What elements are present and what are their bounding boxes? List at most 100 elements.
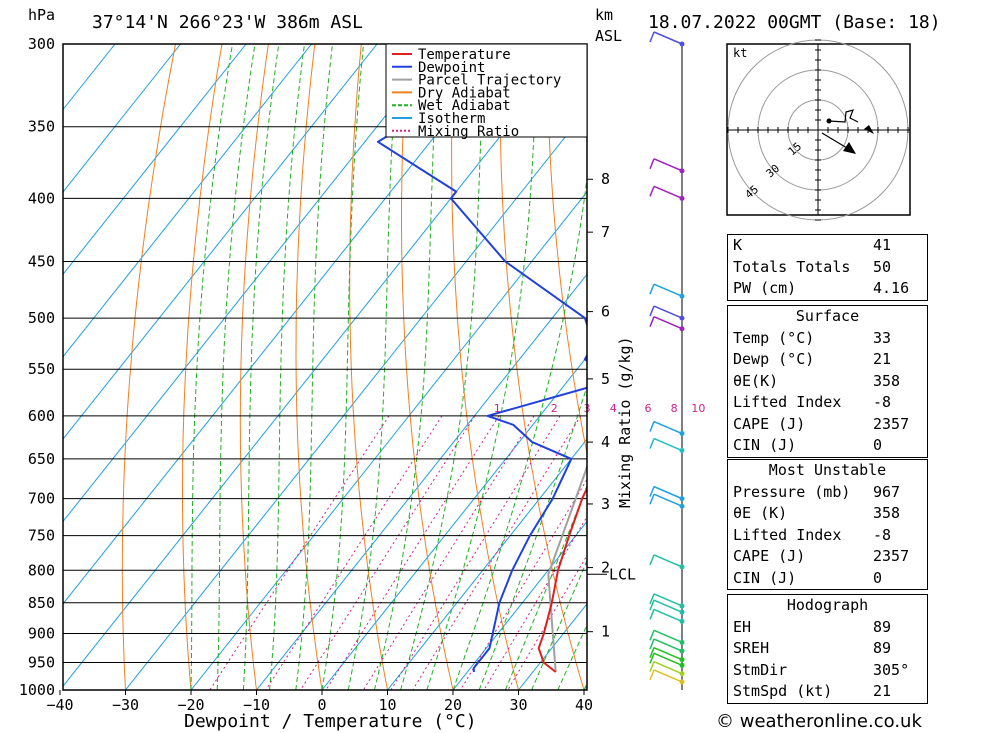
temperature-line bbox=[537, 485, 587, 673]
mixing-ratio-line bbox=[507, 554, 587, 690]
isotherm-line bbox=[125, 108, 587, 690]
pressure-tick-label: 800 bbox=[28, 561, 55, 579]
pressure-tick-label: 900 bbox=[28, 624, 55, 642]
wind-barb-flag bbox=[649, 493, 655, 505]
wind-barb-staff bbox=[653, 638, 683, 652]
dry-adiabat-line bbox=[594, 44, 716, 690]
wet-adiabat-line bbox=[452, 174, 587, 690]
surface-row: Lifted Index -8 bbox=[733, 393, 892, 411]
isotherm-line bbox=[63, 44, 116, 111]
most-unstable-title: Most Unstable bbox=[768, 461, 887, 479]
sounding-profiles bbox=[376, 44, 587, 673]
wind-barb-dot bbox=[679, 168, 685, 174]
surface-row: Dewp (°C) 21 bbox=[733, 350, 892, 368]
isotherm-line bbox=[256, 273, 587, 690]
legend-label: Dewpoint bbox=[418, 60, 485, 76]
hodograph-start-dot bbox=[826, 118, 832, 124]
isotherm-line bbox=[63, 44, 312, 358]
wet-adiabat-line bbox=[295, 44, 333, 690]
hodograph-params-row: EH 89 bbox=[733, 617, 892, 636]
mixing-ratio-line bbox=[362, 415, 535, 690]
wind-barb-dot bbox=[679, 679, 685, 685]
hodograph-params-row: SREH 89 bbox=[733, 639, 892, 657]
wet-adiabat-line bbox=[190, 44, 233, 690]
stability-indices-table: K 41 Totals Totals 50 PW (cm) 4.16 bbox=[727, 234, 928, 301]
legend-label: Temperature bbox=[418, 47, 511, 63]
wind-barb-flag bbox=[649, 599, 655, 611]
wind-barb-flag bbox=[649, 438, 655, 449]
wind-barb-flag bbox=[649, 421, 655, 432]
isotherm-line bbox=[63, 44, 181, 193]
pressure-tick-label: 850 bbox=[28, 594, 55, 612]
isotherm-line bbox=[452, 520, 587, 690]
most-unstable-table: Most Unstable Pressure (mb) 967 θE (K) 358… bbox=[727, 459, 928, 590]
hodograph: kt 15 30 45 bbox=[726, 39, 911, 221]
x-tick-label: −30 bbox=[112, 696, 139, 714]
surface-row: CIN (J) 0 bbox=[733, 436, 883, 454]
dry-adiabat-line bbox=[121, 44, 176, 690]
wind-barb-dot bbox=[679, 648, 685, 654]
mixing-ratio-label: 6 bbox=[644, 402, 651, 415]
mixing-ratio-line bbox=[325, 415, 500, 690]
mixing-ratio-label: 2 bbox=[551, 402, 558, 415]
plot-frame bbox=[62, 43, 588, 691]
wind-barb-dot bbox=[679, 609, 685, 615]
wind-barb-dot bbox=[679, 431, 685, 437]
height-axis-ticks: 8 7 6 5 4 3 2 1 LCL bbox=[587, 170, 636, 641]
isotherm-line bbox=[63, 44, 574, 688]
pressure-tick-label: 700 bbox=[28, 490, 55, 508]
hodograph-unit: kt bbox=[733, 46, 747, 60]
height-tick-label: 2 bbox=[601, 559, 610, 577]
isotherm-line bbox=[63, 44, 378, 440]
location-title: 37°14'N 266°23'W 386m ASL bbox=[92, 12, 363, 33]
isotherm-line bbox=[321, 355, 587, 690]
height-tick-label: 1 bbox=[601, 623, 610, 641]
surface-row: CAPE (J) 2357 bbox=[733, 414, 910, 433]
surface-row: θE(K) 358 bbox=[733, 371, 901, 390]
pressure-lines bbox=[63, 43, 587, 691]
x-tick-label: 20 bbox=[444, 696, 462, 714]
height-tick-label: 5 bbox=[601, 370, 610, 388]
wind-barb-staff bbox=[653, 185, 683, 200]
wind-barb-staff bbox=[653, 437, 683, 452]
pressure-tick-label: 650 bbox=[28, 450, 55, 468]
wind-barb-dot bbox=[679, 326, 685, 332]
x-axis-ticks: −40 −30 −20 −10 0 10 20 30 40 bbox=[46, 690, 593, 714]
wind-barb-flag bbox=[649, 158, 655, 170]
wind-barb-dot bbox=[679, 503, 685, 509]
x-tick-label: −40 bbox=[46, 696, 73, 714]
legend-label: Dry Adiabat bbox=[418, 85, 511, 101]
isotherm-line bbox=[387, 438, 587, 690]
datetime-title: 18.07.2022 00GMT (Base: 18) bbox=[648, 12, 941, 33]
mixing-ratio-line bbox=[460, 478, 587, 690]
wind-barb-dot bbox=[679, 564, 685, 570]
dewpoint-line bbox=[376, 44, 587, 673]
wind-barb-staff bbox=[653, 283, 683, 297]
mixing-ratio-label: 10 bbox=[691, 402, 705, 415]
most-unstable-row: Lifted Index -8 bbox=[733, 525, 892, 544]
wind-barb-staff bbox=[653, 420, 683, 435]
wind-barb-flag bbox=[649, 630, 655, 641]
wind-barb-flag bbox=[649, 661, 655, 672]
mixing-ratio-label: 1 bbox=[494, 402, 501, 415]
wind-barb-flag bbox=[649, 669, 655, 681]
legend-label: Parcel Trajectory bbox=[418, 73, 561, 89]
isotherm-line bbox=[63, 44, 443, 523]
wind-barb-staff bbox=[653, 652, 683, 666]
wind-barb-flag bbox=[649, 609, 655, 620]
pressure-tick-label: 400 bbox=[28, 189, 55, 207]
storm-motion-arrowhead bbox=[843, 142, 856, 154]
dry-adiabat-line bbox=[546, 44, 587, 456]
height-unit-asl: ASL bbox=[595, 27, 622, 45]
dry-adiabat-line bbox=[239, 44, 269, 690]
mixing-ratio-label: 8 bbox=[671, 402, 678, 415]
wind-barb-dot bbox=[679, 618, 685, 624]
wet-adiabat-line bbox=[242, 44, 280, 690]
wind-barb-flag bbox=[649, 316, 655, 327]
wet-adiabat-line bbox=[347, 44, 399, 690]
copyright-footer[interactable]: © weatheronline.co.uk bbox=[716, 711, 922, 732]
wind-barb-flag bbox=[649, 486, 655, 497]
index-row-pw: PW (cm) 4.16 bbox=[733, 279, 910, 297]
pressure-tick-label: 300 bbox=[28, 35, 55, 53]
